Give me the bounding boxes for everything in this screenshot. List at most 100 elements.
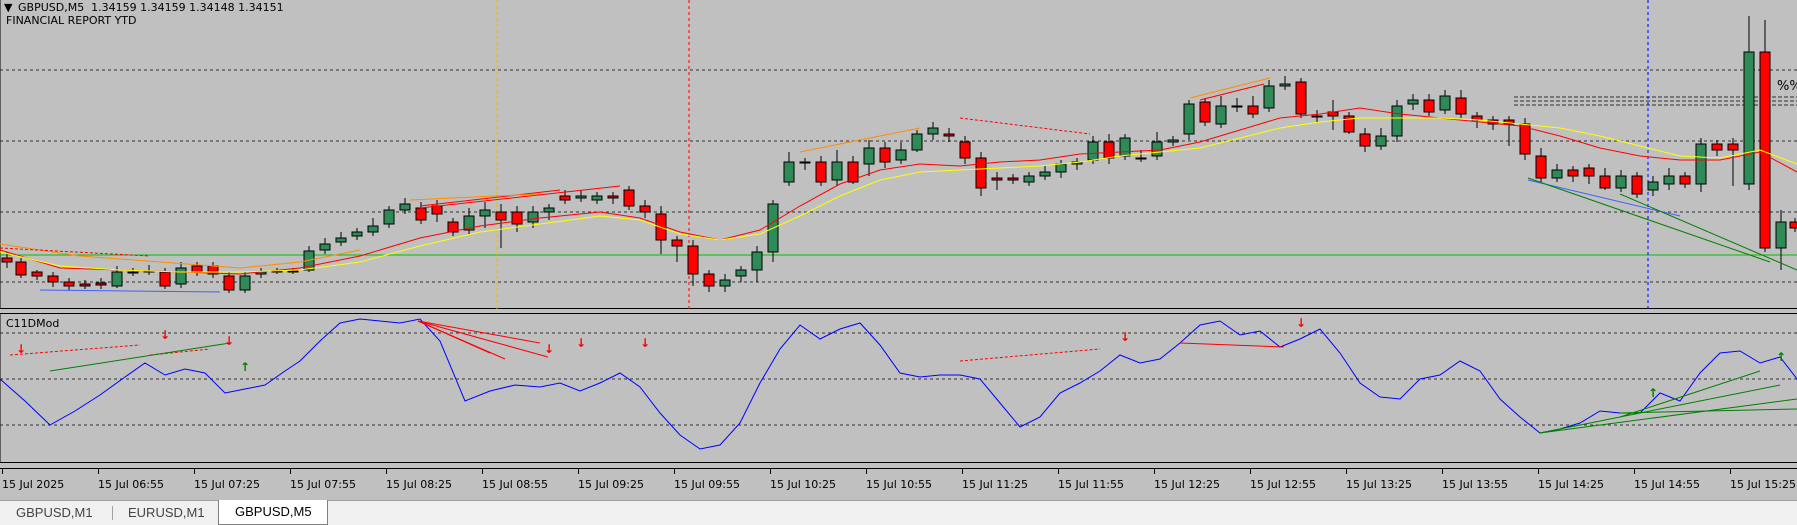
bull-candle [575, 195, 587, 199]
bear-candle [1631, 175, 1643, 195]
time-tick [1250, 468, 1251, 474]
bull-candle [1023, 175, 1035, 183]
bear-candle [687, 245, 699, 275]
report-label: FINANCIAL REPORT YTD [6, 14, 137, 27]
chart-tab-gbpusd-m1[interactable]: GBPUSD,M1 [16, 505, 93, 520]
time-axis-label: 15 Jul 12:55 [1250, 478, 1316, 491]
bull-candle [927, 127, 939, 135]
indicator-name: C11DMod [6, 317, 60, 330]
bull-candle [543, 207, 555, 213]
indicator-trend-line [49, 342, 231, 372]
time-axis-label: 15 Jul 2025 [2, 478, 65, 491]
bear-candle [79, 283, 91, 287]
price-chart-pane[interactable]: ▼ GBPUSD,M5 1.34159 1.34159 1.34148 1.34… [0, 0, 1797, 309]
indicator-trend-line [417, 320, 549, 358]
bear-candle [1759, 51, 1771, 249]
bear-candle [431, 205, 443, 215]
price-chart-canvas[interactable] [0, 0, 1797, 309]
bull-candle [1039, 171, 1051, 177]
bear-candle [943, 133, 955, 137]
sell-arrow-icon: ↓ [160, 328, 170, 342]
time-axis-label: 15 Jul 06:55 [98, 478, 164, 491]
chart-tab-eurusd-m1[interactable]: EURUSD,M1 [128, 505, 205, 520]
time-axis-label: 15 Jul 11:25 [962, 478, 1028, 491]
bear-candle [47, 275, 59, 283]
bull-candle [367, 225, 379, 233]
time-tick [962, 468, 963, 474]
time-tick [578, 468, 579, 474]
indicator-canvas[interactable]: ↓ ↓ ↓ ↑ ↓ ↓ ↓ ↓ ↓ ↑ ↑ [0, 313, 1797, 463]
time-axis-label: 15 Jul 12:25 [1154, 478, 1220, 491]
bear-candle [1455, 97, 1467, 115]
time-tick [386, 468, 387, 474]
trend-line [0, 247, 151, 257]
time-tick [1154, 468, 1155, 474]
bull-candle [399, 203, 411, 211]
bull-candle [1663, 175, 1675, 185]
time-axis-label: 15 Jul 08:25 [386, 478, 452, 491]
time-axis-label: 15 Jul 09:25 [578, 478, 644, 491]
trend-line [419, 189, 561, 207]
bull-candle [1647, 181, 1659, 191]
indicator-trend-line [417, 320, 491, 354]
bull-candle [351, 231, 363, 237]
time-tick [2, 468, 3, 474]
time-tick [482, 468, 483, 474]
bear-candle [815, 161, 827, 183]
time-axis-label: 15 Jul 15:25 [1730, 478, 1796, 491]
chart-menu-icon[interactable]: ▼ [4, 1, 13, 14]
trend-line [1189, 77, 1271, 99]
bear-candle [1247, 105, 1259, 115]
chart-window[interactable]: ▼ GBPUSD,M5 1.34159 1.34159 1.34148 1.34… [0, 0, 1797, 500]
bull-candle [719, 279, 731, 287]
trend-line [1527, 177, 1771, 263]
sell-arrow-icon: ↓ [544, 342, 554, 356]
bear-candle [1535, 155, 1547, 179]
trend-line [959, 117, 1091, 135]
time-axis-label: 15 Jul 11:55 [1058, 478, 1124, 491]
trend-line [799, 127, 921, 153]
bear-candle [287, 270, 299, 273]
time-axis-label: 15 Jul 10:55 [866, 478, 932, 491]
bull-candle [1391, 105, 1403, 137]
bear-candle [495, 211, 507, 221]
time-axis-label: 15 Jul 07:55 [290, 478, 356, 491]
indicator-trend-line [9, 344, 141, 356]
indicator-trend-line [959, 348, 1101, 362]
bear-candle [959, 141, 971, 159]
time-axis-label: 15 Jul 14:25 [1538, 478, 1604, 491]
bear-candle [1789, 221, 1797, 229]
indicator-trend-line [1619, 408, 1797, 414]
bull-candle [1551, 169, 1563, 179]
time-axis-label: 15 Jul 13:25 [1346, 478, 1412, 491]
sell-arrow-icon: ↓ [640, 336, 650, 350]
bear-candle [1599, 175, 1611, 189]
bull-candle [1151, 141, 1163, 157]
bull-candle [735, 269, 747, 277]
buy-arrow-icon: ↑ [1648, 386, 1658, 400]
time-axis-label: 15 Jul 13:55 [1442, 478, 1508, 491]
bull-candle [1407, 99, 1419, 105]
bear-candle [975, 157, 987, 189]
bear-candle [191, 265, 203, 273]
oscillator-line [0, 318, 1797, 450]
moving-average-orange [0, 243, 361, 269]
trend-line [1619, 193, 1797, 271]
bear-candle [1343, 115, 1355, 133]
indicator-pane[interactable]: ↓ ↓ ↓ ↑ ↓ ↓ ↓ ↓ ↓ ↑ ↑ C11DMod [0, 313, 1797, 463]
bear-candle [703, 273, 715, 287]
moving-average-fast [0, 107, 1797, 275]
bear-candle [639, 205, 651, 213]
bear-candle [1295, 81, 1307, 115]
bear-candle [1727, 143, 1739, 151]
chart-tab-gbpusd-m5[interactable]: GBPUSD,M5 [218, 500, 328, 525]
bull-candle [911, 133, 923, 151]
indicator-trend-line [1539, 398, 1797, 434]
bull-candle [111, 271, 123, 287]
bear-candle [1567, 169, 1579, 177]
bull-candle [319, 243, 331, 251]
bear-candle [1583, 167, 1595, 177]
bear-candle [1, 257, 13, 263]
buy-arrow-icon: ↑ [1776, 350, 1786, 364]
sell-arrow-icon: ↓ [1120, 330, 1130, 344]
